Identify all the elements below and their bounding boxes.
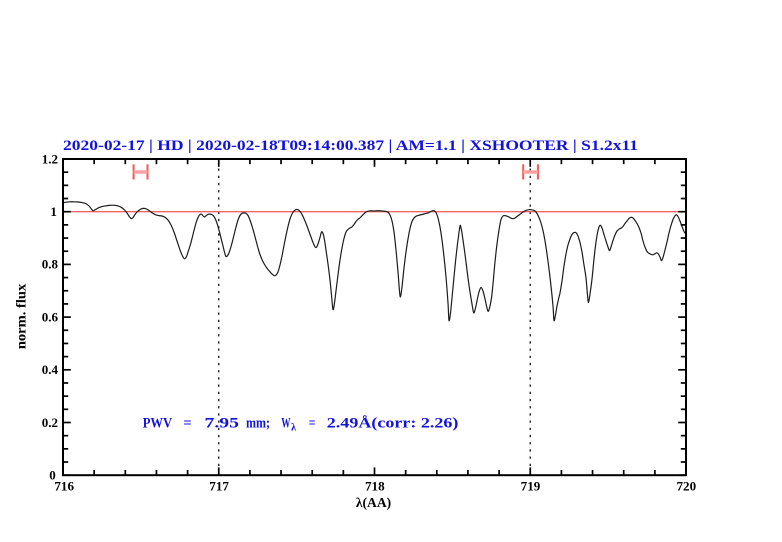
svg-text:717: 717 [209, 479, 229, 493]
svg-text:0.6: 0.6 [42, 309, 59, 324]
svg-text:PWV: PWV [143, 416, 173, 432]
svg-text:718: 718 [365, 479, 385, 493]
svg-text:λ(AA): λ(AA) [356, 495, 391, 510]
svg-text:norm. flux: norm. flux [14, 284, 29, 350]
svg-text:2020-02-17 | HD | 2020-02-18T0: 2020-02-17 | HD | 2020-02-18T09:14:00.38… [63, 138, 638, 154]
svg-text:0.4: 0.4 [42, 362, 59, 377]
svg-text:W: W [281, 416, 291, 432]
svg-text:7.95: 7.95 [205, 416, 240, 432]
svg-text:716: 716 [54, 479, 74, 493]
svg-text:1: 1 [50, 204, 57, 219]
svg-text:719: 719 [521, 479, 541, 493]
svg-text:=: = [309, 416, 316, 432]
svg-text:1.2: 1.2 [42, 151, 58, 166]
svg-text:0.2: 0.2 [42, 415, 58, 430]
svg-text:2.49Å(corr: 2.26): 2.49Å(corr: 2.26) [327, 416, 459, 432]
svg-text:0: 0 [49, 468, 56, 483]
svg-text:0.8: 0.8 [42, 257, 59, 272]
svg-text:720: 720 [677, 479, 697, 493]
svg-text:λ: λ [291, 423, 297, 434]
svg-text:mm;: mm; [246, 416, 270, 432]
svg-text:=: = [183, 416, 191, 432]
